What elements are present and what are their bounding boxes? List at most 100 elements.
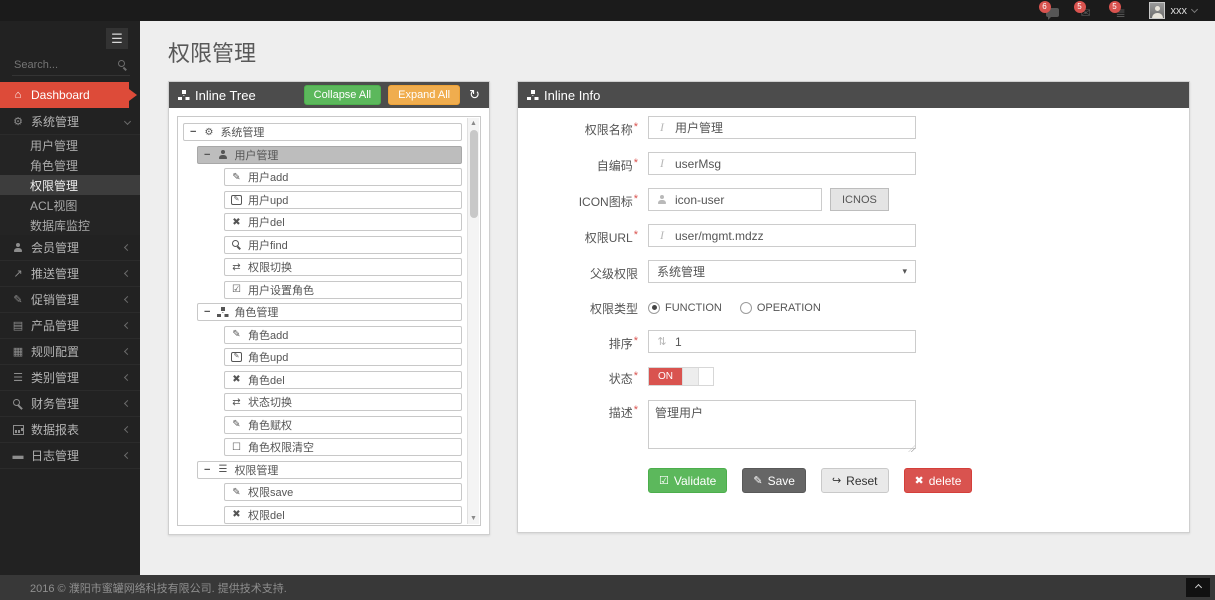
tree-node-权限del[interactable]: ✖ 权限del — [224, 505, 462, 524]
tasks-menu[interactable]: ≣ 5 — [1108, 1, 1131, 20]
search-input[interactable] — [14, 59, 114, 71]
collapse-minus-icon[interactable]: − — [204, 463, 211, 476]
tree-node-用户设置角色[interactable]: ☑ 用户设置角色 — [224, 280, 462, 299]
sidebar-item-促销管理[interactable]: ✎ 促销管理 — [0, 287, 140, 313]
sidebar-item-数据报表[interactable]: 数据报表 — [0, 417, 140, 443]
tree-node-label: 系统管理 — [220, 127, 265, 139]
inline-tree-body: − ⚙ 系统管理 − 用户管理 ✎ 用户add ✎ 用户upd ✖ 用户del 用户find ⇄ 权限切换… — [169, 108, 489, 534]
scrollbar-thumb[interactable] — [469, 130, 478, 218]
delete-button[interactable]: ✖ delete — [903, 468, 973, 493]
hamburger-menu-icon[interactable]: ☰ — [106, 28, 128, 49]
collapse-minus-icon[interactable]: − — [204, 306, 211, 318]
sidebar-item-会员管理[interactable]: 会员管理 — [0, 235, 140, 261]
italic-icon: I — [660, 156, 664, 170]
sidebar-item-label: 产品管理 — [31, 319, 80, 333]
tree-rows: − ⚙ 系统管理 − 用户管理 ✎ 用户add ✎ 用户upd ✖ 用户del 用户find ⇄ 权限切换… — [183, 123, 462, 525]
scroll-down-arrow-icon[interactable]: ▼ — [470, 515, 477, 522]
sidebar-item-日志管理[interactable]: ▬ 日志管理 — [0, 443, 140, 469]
chevron-left-icon — [123, 321, 132, 330]
save-button[interactable]: ✎ Save — [742, 468, 806, 493]
tree-node-用户add[interactable]: ✎ 用户add — [224, 168, 462, 186]
parent-permission-select[interactable]: 系统管理 ▾ — [648, 260, 916, 283]
description-textarea[interactable]: 管理用户 — [648, 400, 916, 449]
tree-node-角色del[interactable]: ✖ 角色del — [224, 370, 462, 389]
tree-node-角色add[interactable]: ✎ 角色add — [224, 325, 462, 344]
tree-node-角色管理[interactable]: − 角色管理 — [197, 303, 462, 321]
tree-node-状态切换[interactable]: ⇄ 状态切换 — [224, 393, 462, 411]
permission-name-input[interactable] — [675, 117, 915, 138]
required-asterisk: * — [633, 335, 638, 347]
sidebar-item-产品管理[interactable]: ▤ 产品管理 — [0, 313, 140, 339]
user-name: xxx — [1170, 4, 1188, 17]
tree-node-权限save[interactable]: ✎ 权限save — [224, 483, 462, 501]
pencil-icon: ✎ — [232, 486, 241, 498]
sidebar-item-类别管理[interactable]: ☰ 类别管理 — [0, 365, 140, 391]
tree-scrollbar[interactable]: ▲ ▼ — [467, 118, 479, 524]
permission-code-input[interactable] — [675, 153, 915, 174]
user-menu[interactable]: xxx — [1148, 2, 1199, 19]
icnos-button[interactable]: ICNOS — [830, 188, 889, 211]
scroll-up-arrow-icon[interactable]: ▲ — [470, 120, 477, 127]
status-on-label: ON — [649, 368, 682, 385]
permission-icon-input[interactable] — [675, 189, 830, 210]
tree-node-用户find[interactable]: 用户find — [224, 235, 462, 254]
back-to-top-button[interactable] — [1186, 578, 1210, 597]
tree-node-用户upd[interactable]: ✎ 用户upd — [224, 190, 462, 209]
sidebar-item-label: 促销管理 — [31, 293, 80, 307]
sidebar-item-系统管理[interactable]: ⚙ 系统管理 — [0, 109, 140, 135]
tree-node-用户管理[interactable]: − 用户管理 — [197, 145, 462, 164]
tree-node-系统管理[interactable]: − ⚙ 系统管理 — [183, 123, 462, 141]
sidebar-item-财务管理[interactable]: 财务管理 — [0, 391, 140, 417]
reply-icon: ↪ — [831, 475, 842, 487]
radio-icon[interactable] — [648, 301, 660, 314]
tree-node-label: 角色权限清空 — [248, 442, 314, 454]
radio-option-OPERATION[interactable]: OPERATION — [739, 301, 821, 314]
check-square-icon: ☑ — [659, 475, 669, 487]
sidebar-item-规则配置[interactable]: ▦ 规则配置 — [0, 339, 140, 365]
radio-icon[interactable] — [739, 301, 752, 314]
refresh-icon[interactable]: ↻ — [469, 87, 480, 102]
search-icon[interactable] — [118, 60, 128, 70]
retweet-icon: ⇄ — [232, 261, 241, 273]
submenu-item-权限管理[interactable]: 权限管理 — [0, 175, 140, 195]
sort-order-input[interactable] — [675, 331, 915, 352]
submenu-item-角色管理[interactable]: 角色管理 — [30, 158, 79, 173]
tree-node-label: 状态切换 — [248, 397, 292, 409]
tree-node-label: 权限管理 — [234, 464, 279, 477]
italic-icon: I — [660, 120, 664, 134]
required-asterisk: * — [633, 404, 638, 416]
tree-node-角色upd[interactable]: ✎ 角色upd — [224, 348, 462, 366]
collapse-all-button[interactable]: Collapse All — [303, 85, 382, 105]
tree-node-角色赋权[interactable]: ✎ 角色赋权 — [224, 415, 462, 434]
sidebar-item-label: 规则配置 — [31, 345, 80, 359]
notifications-menu[interactable]: ✉ 5 — [1073, 1, 1096, 20]
tree-node-权限切换[interactable]: ⇄ 权限切换 — [224, 258, 462, 276]
sidebar-item-Dashboard[interactable]: ⌂ Dashboard — [0, 82, 137, 108]
expand-all-button[interactable]: Expand All — [388, 85, 461, 105]
submenu-item-ACL视图[interactable]: ACL视图 — [30, 198, 78, 213]
tree-node-label: 角色add — [248, 329, 289, 342]
chevron-left-icon — [123, 373, 132, 382]
collapse-minus-icon[interactable]: − — [204, 148, 211, 161]
reset-button[interactable]: ↪ Reset — [820, 468, 889, 493]
search-icon — [231, 239, 242, 250]
radio-option-FUNCTION[interactable]: FUNCTION — [648, 301, 722, 314]
status-toggle[interactable]: ON — [648, 367, 714, 386]
permission-url-input[interactable] — [675, 225, 915, 246]
field-label-name: 权限名称* — [584, 121, 638, 137]
submenu-item-用户管理[interactable]: 用户管理 — [30, 138, 79, 153]
pencil-icon: ✎ — [13, 294, 23, 306]
required-asterisk: * — [633, 229, 638, 241]
messages-menu[interactable]: 6 — [1038, 1, 1061, 20]
chevron-left-icon — [123, 269, 132, 278]
submenu-item-数据库监控[interactable]: 数据库监控 — [30, 218, 91, 233]
validate-button[interactable]: ☑ Validate — [648, 468, 728, 493]
key-icon — [10, 398, 26, 409]
tree-node-权限管理[interactable]: − ☰ 权限管理 — [197, 460, 462, 479]
tree-node-用户del[interactable]: ✖ 用户del — [224, 213, 462, 231]
avatar — [1148, 2, 1165, 19]
parent-permission-value: 系统管理 — [657, 265, 706, 279]
sidebar-item-推送管理[interactable]: ↗ 推送管理 — [0, 261, 140, 287]
tree-node-角色权限清空[interactable]: ☐ 角色权限清空 — [224, 438, 462, 456]
collapse-minus-icon[interactable]: − — [190, 126, 197, 138]
